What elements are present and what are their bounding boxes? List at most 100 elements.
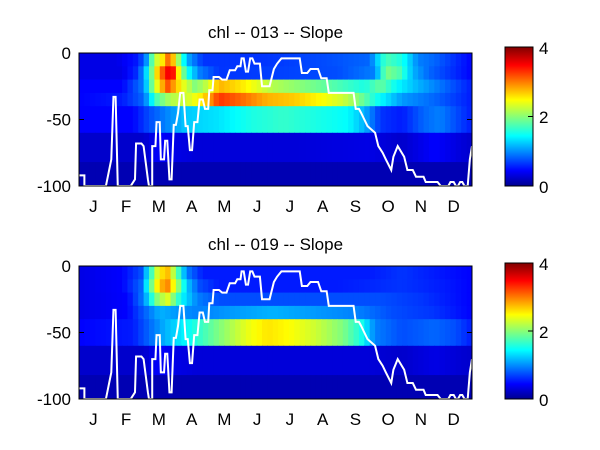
heatmap-cell <box>369 305 376 320</box>
heatmap-cell <box>116 279 123 294</box>
heatmap-cell <box>235 79 242 94</box>
heatmap-cell <box>407 132 414 163</box>
heatmap-cell <box>445 53 452 67</box>
colorbar-tick-label: 2 <box>539 108 548 127</box>
x-tick-label: M <box>152 197 166 216</box>
heatmap-cell <box>369 66 376 81</box>
heatmap-cell <box>326 266 333 280</box>
heatmap-cell <box>202 279 209 294</box>
heatmap-cell <box>299 375 306 399</box>
heatmap-cell <box>407 162 414 186</box>
heatmap-cell <box>127 132 134 163</box>
heatmap-cell <box>218 292 225 307</box>
heatmap-cell <box>165 162 172 186</box>
heatmap-cell <box>256 79 263 94</box>
heatmap-cell <box>466 66 472 81</box>
heatmap-cell <box>229 305 236 320</box>
heatmap-cell <box>192 106 199 134</box>
y-tick-label: 0 <box>62 44 71 63</box>
heatmap-cell <box>385 79 392 94</box>
heatmap-cell <box>186 53 193 67</box>
heatmap-cell <box>434 266 441 280</box>
heatmap-cell <box>348 79 355 94</box>
heatmap-cell <box>428 53 435 67</box>
heatmap-cell <box>337 79 344 94</box>
heatmap-cell <box>218 162 225 186</box>
heatmap-cell <box>213 345 220 376</box>
heatmap-cell <box>337 375 344 399</box>
heatmap-cell <box>213 66 220 81</box>
heatmap-cell <box>235 319 242 347</box>
heatmap-cell <box>310 345 317 376</box>
heatmap-cell <box>138 375 145 399</box>
heatmap-cell <box>256 106 263 134</box>
heatmap-cell <box>213 279 220 294</box>
heatmap-cell <box>342 132 349 163</box>
heatmap-cell <box>224 305 231 320</box>
heatmap-cell <box>450 305 457 320</box>
heatmap-cell <box>256 66 263 81</box>
heatmap-cell <box>181 79 188 94</box>
heatmap-cell <box>348 106 355 134</box>
heatmap-cell <box>358 53 365 67</box>
heatmap-cell <box>272 266 279 280</box>
heatmap-cell <box>224 162 231 186</box>
heatmap-cell <box>283 266 290 280</box>
heatmap-cell <box>434 162 441 186</box>
heatmap-cell <box>256 266 263 280</box>
heatmap-cell <box>170 292 177 307</box>
heatmap-cell <box>208 266 215 280</box>
heatmap-cell <box>251 266 258 280</box>
heatmap-cell <box>213 79 220 94</box>
heatmap-cell <box>283 345 290 376</box>
heatmap-cell <box>332 132 339 163</box>
heatmap-cell <box>310 292 317 307</box>
heatmap-cell <box>461 266 468 280</box>
heatmap-cell <box>229 79 236 94</box>
heatmap-cell <box>364 92 371 107</box>
heatmap-cell <box>218 106 225 134</box>
x-tick-label: O <box>382 410 395 429</box>
heatmap-cell <box>461 279 468 294</box>
heatmap-cell <box>218 132 225 163</box>
heatmap-cell <box>326 132 333 163</box>
heatmap-cell <box>186 106 193 134</box>
heatmap-cell <box>111 266 118 280</box>
heatmap-cell <box>353 345 360 376</box>
heatmap-cell <box>396 53 403 67</box>
heatmap-cell <box>375 132 382 163</box>
heatmap-cell <box>143 319 150 347</box>
heatmap-cell <box>116 106 123 134</box>
heatmap-cell <box>396 106 403 134</box>
heatmap-cell <box>132 279 139 294</box>
heatmap-cell <box>202 53 209 67</box>
heatmap-cell <box>288 266 295 280</box>
heatmap-cell <box>418 266 425 280</box>
heatmap-cell <box>391 92 398 107</box>
heatmap-cell <box>380 266 387 280</box>
heatmap-cell <box>79 345 85 376</box>
heatmap-cell <box>321 292 328 307</box>
heatmap-cell <box>358 305 365 320</box>
heatmap-cell <box>111 162 118 186</box>
heatmap-cell <box>305 162 312 186</box>
heatmap-cell <box>353 79 360 94</box>
heatmap-cell <box>461 132 468 163</box>
heatmap-cell <box>122 79 129 94</box>
heatmap-cell <box>122 319 129 347</box>
heatmap-cell <box>326 92 333 107</box>
x-tick-label: S <box>350 410 361 429</box>
heatmap-cell <box>105 132 112 163</box>
heatmap-cell <box>423 79 430 94</box>
heatmap-cell <box>272 132 279 163</box>
heatmap-cell <box>138 53 145 67</box>
x-tick-label: J <box>89 197 98 216</box>
heatmap-cell <box>213 266 220 280</box>
heatmap-cell <box>385 319 392 347</box>
heatmap-cell <box>245 106 252 134</box>
heatmap-cell <box>181 53 188 67</box>
heatmap-cell <box>466 53 472 67</box>
heatmap-cell <box>138 162 145 186</box>
heatmap-cell <box>396 292 403 307</box>
heatmap-cell <box>267 305 274 320</box>
